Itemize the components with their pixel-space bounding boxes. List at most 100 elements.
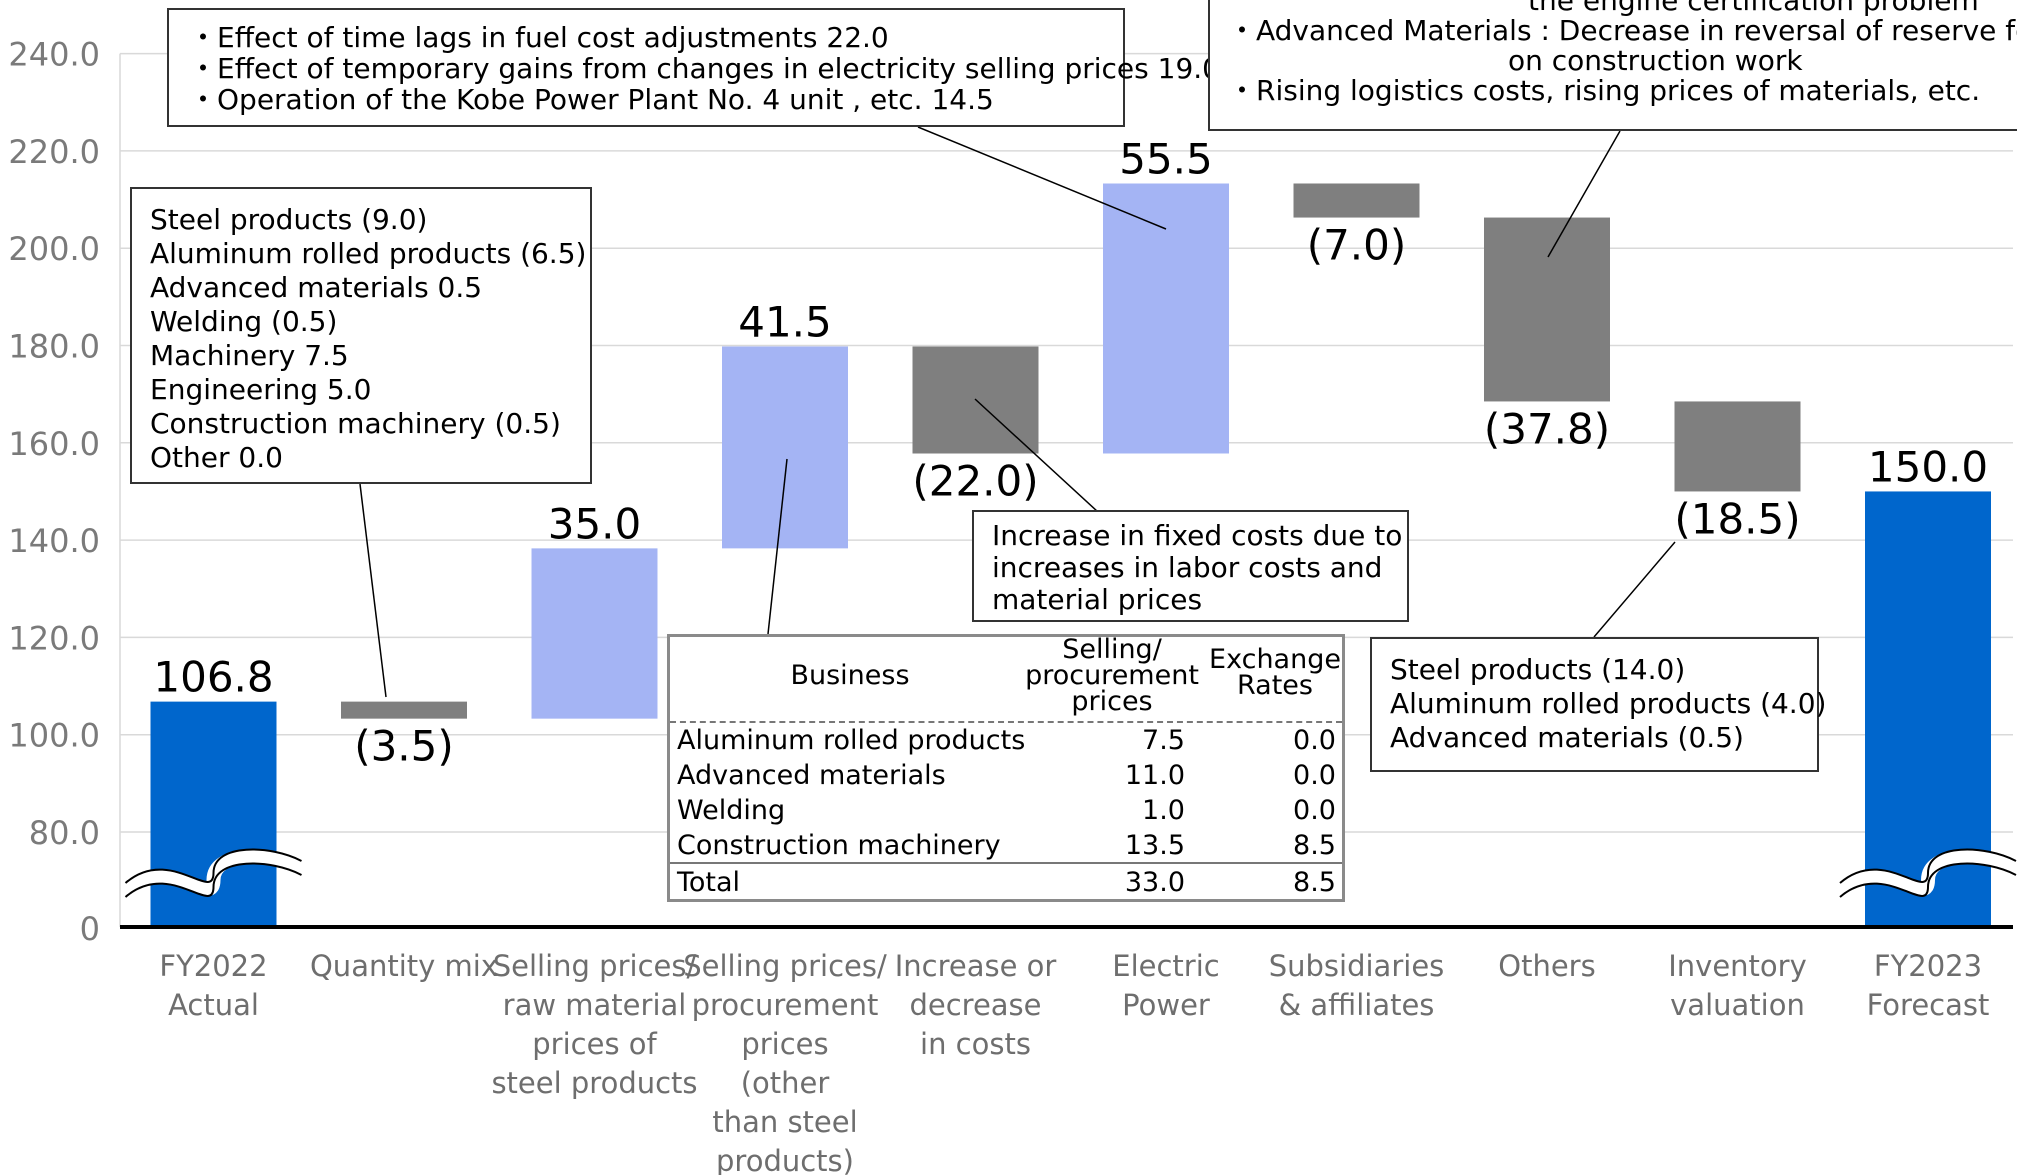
table-row: Aluminum rolled products 7.5 0.0	[670, 723, 1342, 758]
y-axis-ticks: 240.0 220.0 200.0 180.0 160.0 140.0 120.0 100.0…	[8, 36, 100, 948]
annotation-others: the engine certification problem ・Advanc…	[1208, 0, 2017, 131]
x-category-label: in costs	[920, 1027, 1031, 1061]
data-label: 35.0	[548, 499, 642, 548]
annotation-line: ・Operation of the Kobe Power Plant No. 4…	[189, 83, 994, 116]
table-row: Advanced materials 11.0 0.0	[670, 758, 1342, 793]
x-category-label: & affiliates	[1279, 988, 1435, 1022]
annotation-electric-power: ・Effect of time lags in fuel cost adjust…	[167, 8, 1220, 127]
annotation-line: Machinery 7.5	[150, 339, 349, 372]
leader-left	[359, 483, 387, 698]
y-tick-label: 80.0	[29, 814, 100, 852]
x-category-label: than steel	[712, 1105, 857, 1139]
annotation-line: Engineering 5.0	[150, 373, 372, 406]
axis-break-line	[124, 848, 302, 884]
x-category-label: valuation	[1670, 988, 1805, 1022]
annotation-line: Aluminum rolled products (6.5)	[150, 237, 587, 270]
leader-table	[767, 458, 788, 635]
leader-inventory	[1593, 541, 1676, 638]
annotation-line: material prices	[992, 583, 1203, 616]
y-tick-label: 200.0	[8, 230, 100, 268]
x-category-label: Inventory	[1668, 949, 1807, 983]
x-category-label: Forecast	[1867, 988, 1990, 1022]
cell-selling: 13.5	[1124, 830, 1185, 861]
annotation-line: the engine certification problem	[1528, 0, 1979, 17]
x-category-label: Selling prices/	[493, 949, 697, 983]
bar-decrease	[1293, 183, 1420, 218]
data-label: 150.0	[1868, 442, 1988, 491]
cell-exchange: 0.0	[1293, 760, 1336, 791]
table-row: Construction machinery 13.5 8.5	[670, 828, 1342, 863]
bar-increase	[531, 548, 658, 719]
table-total-row: Total 33.0 8.5	[670, 862, 1342, 902]
annotation-line: ・Effect of temporary gains from changes …	[189, 52, 1220, 85]
x-category-label: Quantity mix	[310, 949, 498, 983]
header-selling-line: prices	[1071, 686, 1153, 717]
y-tick-label: 120.0	[8, 619, 100, 657]
annotation-line: Steel products (9.0)	[150, 203, 428, 236]
cell-business: Construction machinery	[677, 830, 1001, 861]
axis-break-line	[1839, 848, 2017, 884]
x-category-label: decrease	[909, 988, 1041, 1022]
data-label: (22.0)	[912, 457, 1038, 506]
annotation-costs: Increase in fixed costs due to increases…	[972, 510, 1409, 622]
y-tick-label: 100.0	[8, 717, 100, 755]
cell-exchange: 8.5	[1293, 867, 1336, 898]
leader-lines	[359, 126, 1676, 698]
bar-increase	[1103, 183, 1229, 454]
leader-top	[917, 126, 1167, 230]
x-category-label: FY2022	[159, 949, 267, 983]
cell-selling: 7.5	[1142, 725, 1185, 756]
annotation-line: Steel products (14.0)	[1390, 653, 1686, 686]
x-category-label: Power	[1122, 988, 1210, 1022]
x-category-label: Others	[1498, 949, 1595, 983]
y-tick-label: 220.0	[8, 133, 100, 171]
annotation-line: Advanced materials 0.5	[150, 271, 483, 304]
axis-breaks	[120, 848, 2017, 898]
data-label: (7.0)	[1307, 221, 1407, 270]
cell-business: Aluminum rolled products	[677, 725, 1026, 756]
x-category-label: procurement	[692, 988, 879, 1022]
y-tick-label: 140.0	[8, 522, 100, 560]
cell-business: Total	[677, 867, 741, 898]
table-row: Welding 1.0 0.0	[670, 793, 1342, 828]
y-tick-label: 0	[80, 910, 100, 948]
cell-selling: 1.0	[1142, 795, 1185, 826]
leader-costs	[974, 398, 1099, 513]
data-label: 106.8	[153, 653, 273, 702]
annotation-line: ・Advanced Materials : Decrease in revers…	[1228, 14, 2017, 47]
annotation-line: ・Rising logistics costs, rising prices o…	[1228, 74, 1981, 107]
x-category-label: products)	[716, 1144, 854, 1175]
bars	[150, 183, 1991, 927]
annotation-line: Welding (0.5)	[150, 305, 338, 338]
x-category-label: raw material	[503, 988, 687, 1022]
x-category-label: prices of	[532, 1027, 657, 1061]
x-category-label: Actual	[168, 988, 259, 1022]
bar-decrease	[341, 701, 467, 719]
x-category-label: Subsidiaries	[1269, 949, 1445, 983]
cell-exchange: 8.5	[1293, 830, 1336, 861]
y-tick-label: 160.0	[8, 425, 100, 463]
annotation-quantity-mix: Steel products (9.0) Aluminum rolled pro…	[130, 187, 592, 484]
bar-decrease	[1484, 217, 1610, 402]
data-labels: 106.8 (3.5) 35.0 41.5 (22.0) 55.5 (7.0) (37.8) (…	[153, 134, 1988, 770]
annotation-line: ・Effect of time lags in fuel cost adjust…	[189, 21, 889, 54]
x-category-label: FY2023	[1874, 949, 1982, 983]
header-business: Business	[790, 660, 910, 691]
x-category-label: (other	[741, 1066, 830, 1100]
breakdown-table: Business Selling/ procurement prices Exc…	[667, 634, 1345, 902]
axis-break-band	[1835, 849, 2017, 896]
leader-top-right	[1547, 130, 1621, 258]
y-tick-label: 240.0	[8, 36, 100, 74]
x-category-label: prices	[741, 1027, 828, 1061]
cell-exchange: 0.0	[1293, 795, 1336, 826]
data-label: 41.5	[738, 297, 832, 346]
x-category-label: Electric	[1112, 949, 1219, 983]
bar-increase	[722, 346, 848, 549]
annotation-line: Construction machinery (0.5)	[150, 407, 561, 440]
axis-break-band	[120, 849, 305, 896]
axis-break-line	[124, 862, 302, 898]
axis-break-line	[1839, 862, 2017, 898]
bar-decrease	[1674, 401, 1801, 492]
